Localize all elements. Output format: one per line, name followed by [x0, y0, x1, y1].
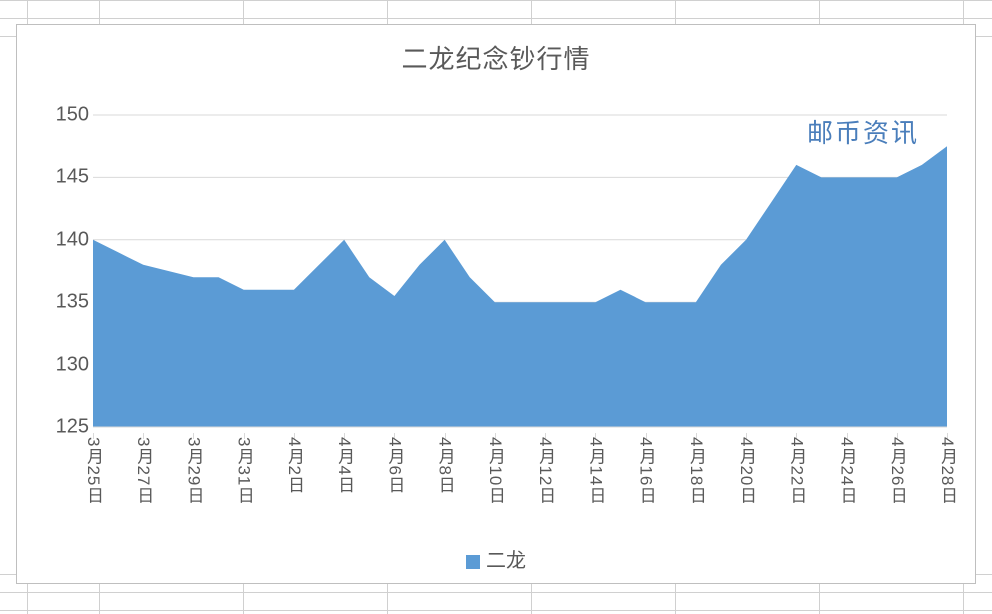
- grid-hline: [0, 592, 992, 593]
- y-tick-label: 125: [33, 416, 89, 439]
- y-tick-label: 140: [33, 228, 89, 251]
- x-tick-label: 4月14日: [587, 437, 604, 525]
- legend-label: 二龙: [486, 550, 526, 572]
- x-tick-label: 4月6日: [386, 437, 403, 525]
- x-tick-label: 4月22日: [788, 437, 805, 525]
- x-tick-label: 4月12日: [537, 437, 554, 525]
- plot-area: [93, 115, 947, 427]
- x-tick-label: 3月31日: [236, 437, 253, 525]
- x-tick-label: 4月16日: [638, 437, 655, 525]
- x-axis: 3月25日3月27日3月29日3月31日4月2日4月4日4月6日4月8日4月10…: [93, 433, 947, 525]
- x-tick-label: 3月29日: [185, 437, 202, 525]
- x-tick-label: 4月10日: [487, 437, 504, 525]
- legend-swatch: [466, 555, 480, 569]
- y-tick-label: 135: [33, 291, 89, 314]
- area-series: [93, 146, 947, 427]
- x-tick-label: 4月28日: [939, 437, 956, 525]
- grid-hline: [0, 0, 992, 1]
- y-axis: 125130135140145150: [33, 115, 89, 427]
- x-tick-label: 4月8日: [437, 437, 454, 525]
- y-tick-label: 145: [33, 166, 89, 189]
- grid-hline: [0, 610, 992, 611]
- x-tick-label: 4月26日: [889, 437, 906, 525]
- x-tick-label: 4月2日: [286, 437, 303, 525]
- x-tick-label: 3月25日: [85, 437, 102, 525]
- y-tick-label: 130: [33, 353, 89, 376]
- legend: 二龙: [17, 544, 975, 573]
- chart-container: 二龙纪念钞行情 邮币资讯 125130135140145150 3月25日3月2…: [16, 24, 976, 584]
- x-tick-label: 3月27日: [135, 437, 152, 525]
- chart-title: 二龙纪念钞行情: [17, 39, 975, 76]
- x-tick-label: 4月24日: [839, 437, 856, 525]
- x-tick-label: 4月18日: [688, 437, 705, 525]
- grid-hline: [0, 18, 992, 19]
- x-tick-label: 4月4日: [336, 437, 353, 525]
- y-tick-label: 150: [33, 104, 89, 127]
- x-tick-label: 4月20日: [738, 437, 755, 525]
